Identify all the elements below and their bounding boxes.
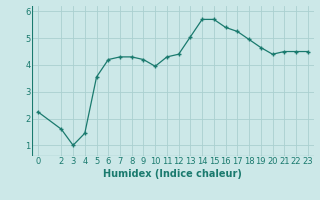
X-axis label: Humidex (Indice chaleur): Humidex (Indice chaleur) xyxy=(103,169,242,179)
